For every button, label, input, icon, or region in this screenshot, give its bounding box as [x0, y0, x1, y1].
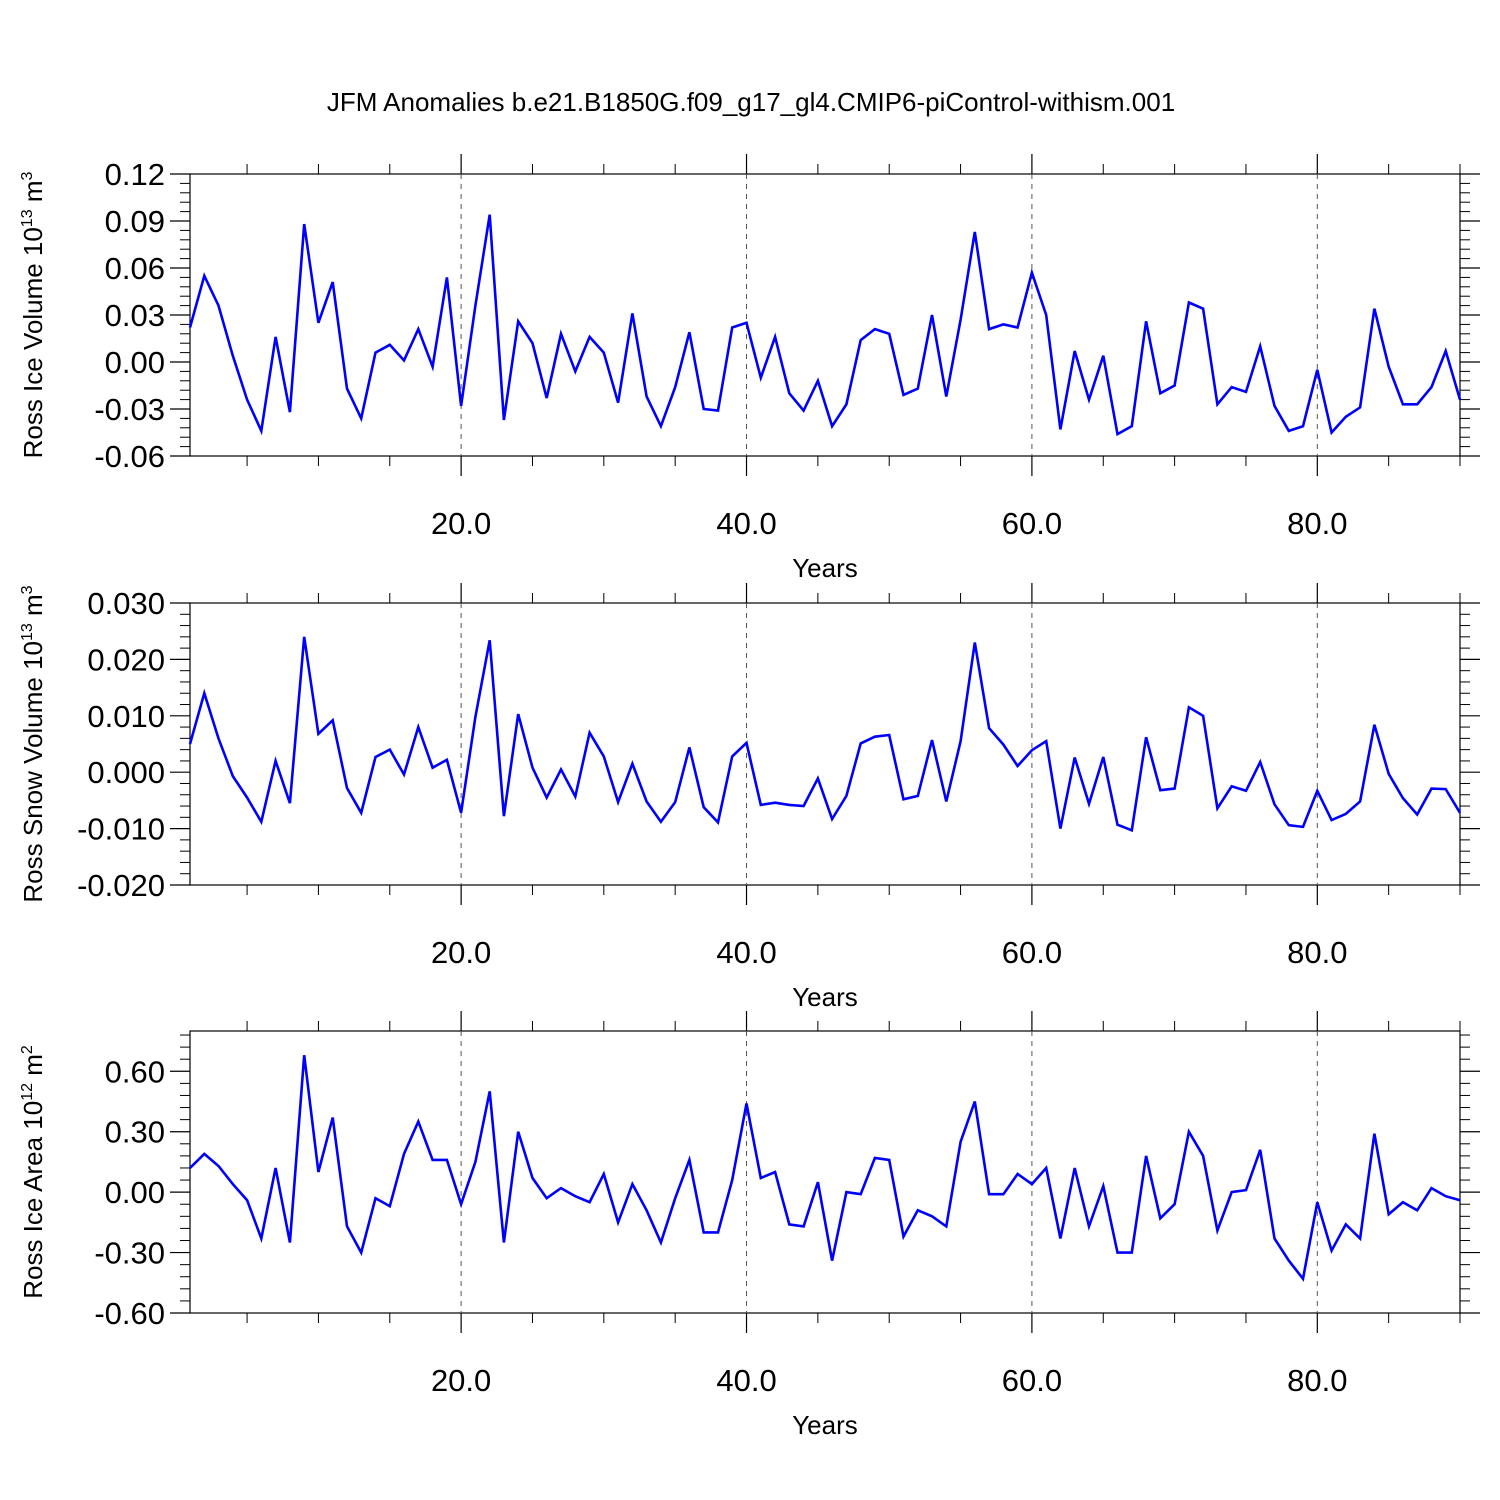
x-tick-label: 40.0: [716, 935, 776, 970]
x-tick-label: 20.0: [431, 935, 491, 970]
y-tick-label: 0.30: [105, 1115, 165, 1150]
y-tick-label: 0.12: [105, 157, 165, 192]
figure-title: JFM Anomalies b.e21.B1850G.f09_g17_gl4.C…: [327, 87, 1175, 117]
x-axis-label: Years: [792, 553, 858, 583]
y-tick-label: 0.03: [105, 298, 165, 333]
y-tick-label: 0.020: [87, 642, 165, 677]
x-tick-label: 20.0: [431, 506, 491, 541]
chart-panel-2: -0.020 -0.010 0.000 0.010 0.020 0.030 20.0 40.0…: [18, 583, 1480, 1012]
chart-panel-3: -0.60 -0.30 0.00 0.30 0.60 20.0 40.0 60.0 80.0 Ye…: [18, 1011, 1480, 1440]
plot-frame: [189, 1030, 1461, 1314]
y-tick-label: 0.00: [105, 1175, 165, 1210]
series-line: [188, 636, 1462, 833]
x-tick-label: 80.0: [1287, 506, 1347, 541]
x-tick-label: 40.0: [716, 1363, 776, 1398]
y-tick-label: 0.030: [87, 586, 165, 621]
y-tick-label: 0.000: [87, 755, 165, 790]
chart-panel-1: -0.06 -0.03 0.00 0.03 0.06 0.09 0.12 20.0 40.0 60…: [18, 154, 1480, 583]
x-tick-label: 60.0: [1002, 935, 1062, 970]
y-tick-label: 0.00: [105, 345, 165, 380]
y-tick-label: 0.06: [105, 251, 165, 286]
x-axis-label: Years: [792, 1410, 858, 1440]
y-tick-label: 0.010: [87, 699, 165, 734]
plot-frame: [189, 602, 1461, 886]
y-tick-label: -0.03: [94, 392, 165, 427]
y-tick-label: -0.06: [94, 439, 165, 474]
series-line: [188, 214, 1462, 437]
y-tick-label: -0.010: [77, 812, 165, 847]
y-tick-label: -0.60: [94, 1296, 165, 1331]
panels: -0.06 -0.03 0.00 0.03 0.06 0.09 0.12 20.0 40.0 60…: [18, 154, 1480, 1440]
x-axis-label: Years: [792, 982, 858, 1012]
x-tick-label: 60.0: [1002, 1363, 1062, 1398]
plot-frame: [189, 173, 1461, 457]
x-tick-label: 20.0: [431, 1363, 491, 1398]
y-tick-label: 0.09: [105, 204, 165, 239]
y-axis-label: Ross Snow Volume 1013 m3: [18, 585, 48, 902]
series-line: [189, 1055, 1461, 1282]
y-tick-label: 0.60: [105, 1054, 165, 1089]
y-tick-label: -0.30: [94, 1236, 165, 1271]
y-tick-label: -0.020: [77, 868, 165, 903]
y-axis-label: Ross Ice Area 1012 m2: [18, 1045, 48, 1299]
x-tick-label: 40.0: [716, 506, 776, 541]
x-tick-label: 80.0: [1287, 1363, 1347, 1398]
y-axis-label: Ross Ice Volume 1013 m3: [18, 171, 48, 458]
x-tick-label: 60.0: [1002, 506, 1062, 541]
x-tick-label: 80.0: [1287, 935, 1347, 970]
